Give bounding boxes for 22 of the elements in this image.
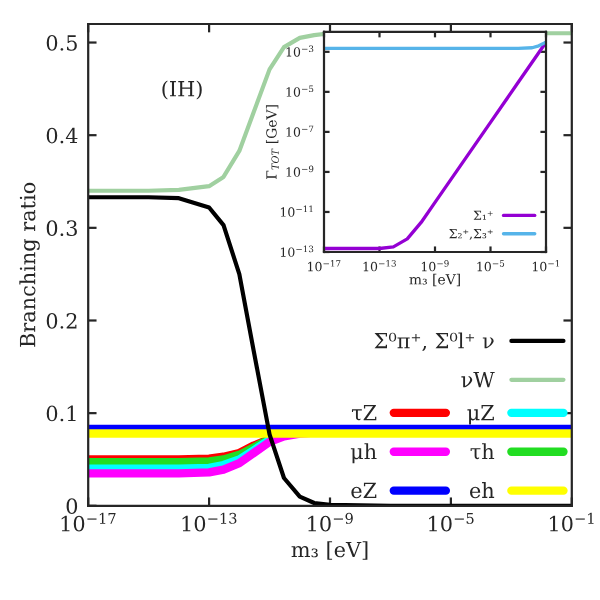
legend-label: νW (461, 371, 495, 388)
x-tick-label: 10$^{−17}$ (61, 512, 116, 532)
legend-label: μh (350, 443, 377, 464)
y-tick-label: 0.3 (46, 220, 77, 237)
legend-label: τh (470, 443, 495, 460)
x-tick-label: 10$^{−9}$ (308, 512, 353, 532)
y-tick-label: 0.2 (46, 312, 77, 329)
legend-label: τZ (351, 404, 377, 421)
annotation: (IH) (162, 80, 202, 100)
y-tick-label: 0.4 (46, 127, 78, 144)
legend-label: eZ (351, 482, 377, 499)
x-tick-label: 10$^{−1}$ (549, 512, 594, 532)
legend-label: eh (470, 482, 495, 499)
y-axis-title: Branching ratio (19, 182, 40, 347)
legend-label: μZ (467, 404, 494, 425)
x-axis-title: m₃ [eV] (291, 541, 368, 560)
y-tick-label: 0.1 (46, 405, 76, 422)
x-tick-label: 10$^{−5}$ (429, 513, 474, 532)
legend-label: Σ⁰π⁺, Σ⁰l⁺ ν (374, 332, 494, 352)
y-tick-label: 0.5 (46, 34, 77, 51)
y-tick-label: 0 (66, 498, 78, 515)
x-tick-label: 10$^{−13}$ (182, 512, 237, 532)
